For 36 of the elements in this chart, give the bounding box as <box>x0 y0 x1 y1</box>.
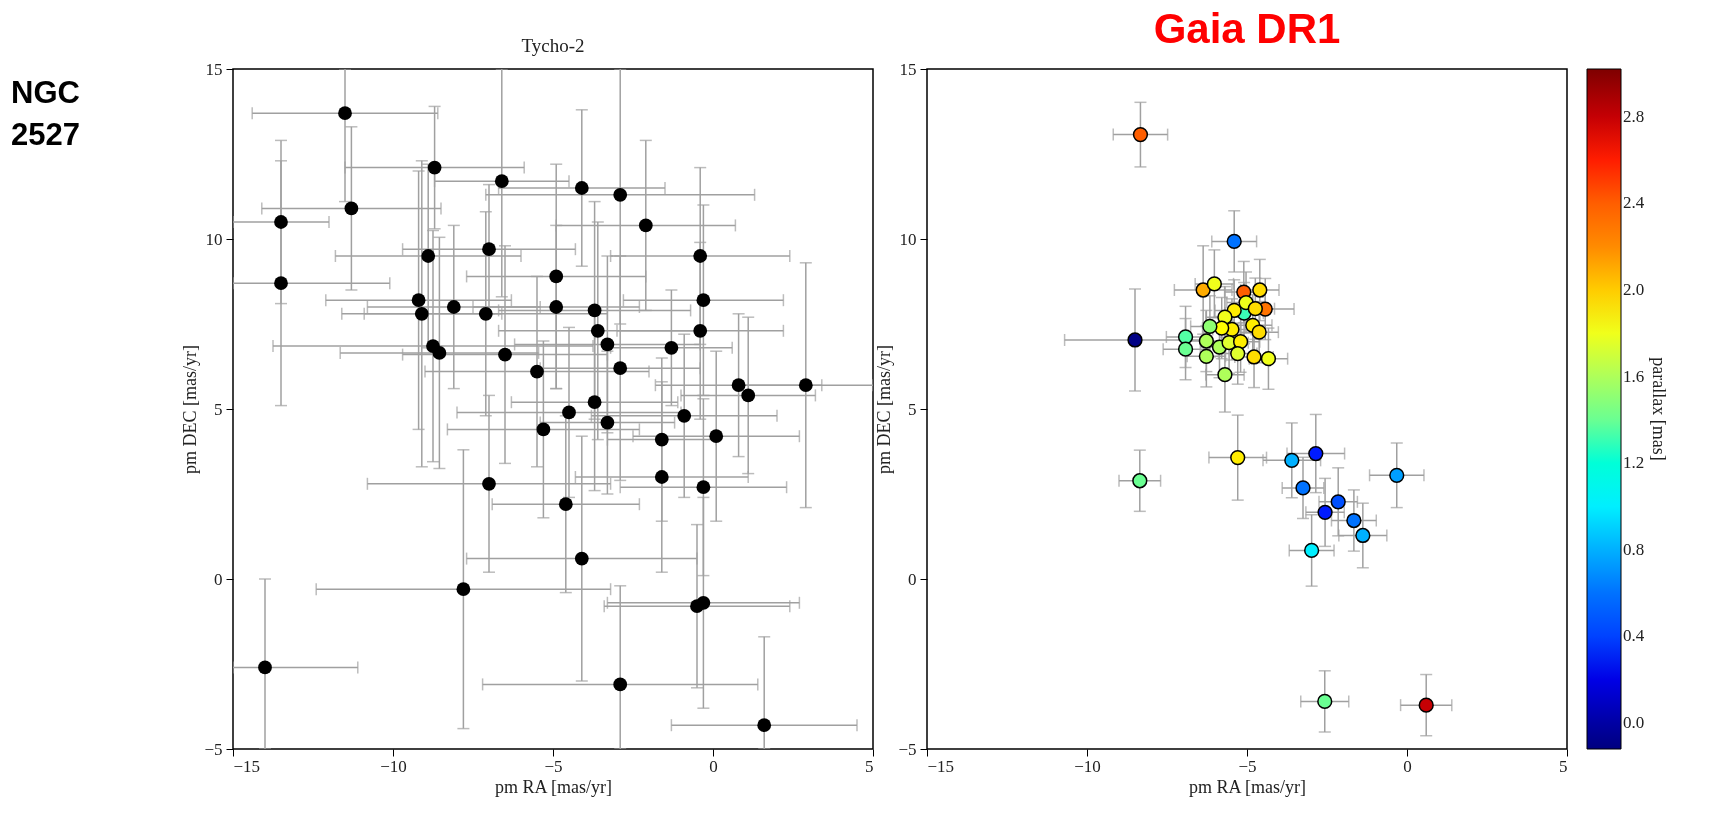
x-axis-title: pm RA [mas/yr] <box>1189 776 1306 797</box>
x-tick-label: −15 <box>927 756 955 776</box>
chart-title: Gaia DR1 <box>1153 5 1341 52</box>
x-tick-label: −15 <box>233 756 261 776</box>
text: NGC 2527 <box>11 75 80 152</box>
x-tick-label: −5 <box>1238 756 1257 776</box>
color-bar-label: 1.2 <box>1623 453 1645 473</box>
color-bar-label: 2.4 <box>1623 193 1645 213</box>
chart-title: Tycho-2 <box>521 35 585 56</box>
color-bar-label: 2.0 <box>1623 279 1645 299</box>
color-bar-label: 0.8 <box>1623 539 1645 559</box>
color-bar-label: 0.4 <box>1623 626 1645 646</box>
y-tick-label: 5 <box>214 399 223 419</box>
x-tick-label: −5 <box>544 756 563 776</box>
y-tick-label: 0 <box>908 569 917 589</box>
color-bar-title: parallax [mas] <box>1649 357 1669 461</box>
x-tick-label: 0 <box>709 756 718 776</box>
y-axis-title: pm DEC [mas/yr] <box>874 345 895 474</box>
y-axis-title: pm DEC [mas/yr] <box>180 345 201 474</box>
y-tick-label: 10 <box>899 229 917 249</box>
y-tick-label: −5 <box>898 739 917 759</box>
y-tick-label: 15 <box>899 59 917 79</box>
color-bar-label: 0.0 <box>1623 713 1645 733</box>
y-tick-label: 15 <box>205 59 223 79</box>
y-tick-label: 5 <box>908 399 917 419</box>
x-tick-label: 0 <box>1403 756 1412 776</box>
y-tick-label: 0 <box>214 569 223 589</box>
x-tick-label: 5 <box>865 756 874 776</box>
x-axis-title: pm RA [mas/yr] <box>495 776 612 797</box>
y-tick-label: −5 <box>204 739 223 759</box>
color-bar-label: 1.6 <box>1623 366 1645 386</box>
y-tick-label: 10 <box>205 229 223 249</box>
x-tick-label: −10 <box>1074 756 1101 776</box>
color-bar-label: 2.8 <box>1623 106 1645 126</box>
x-tick-label: −10 <box>380 756 407 776</box>
x-tick-label: 5 <box>1559 756 1568 776</box>
